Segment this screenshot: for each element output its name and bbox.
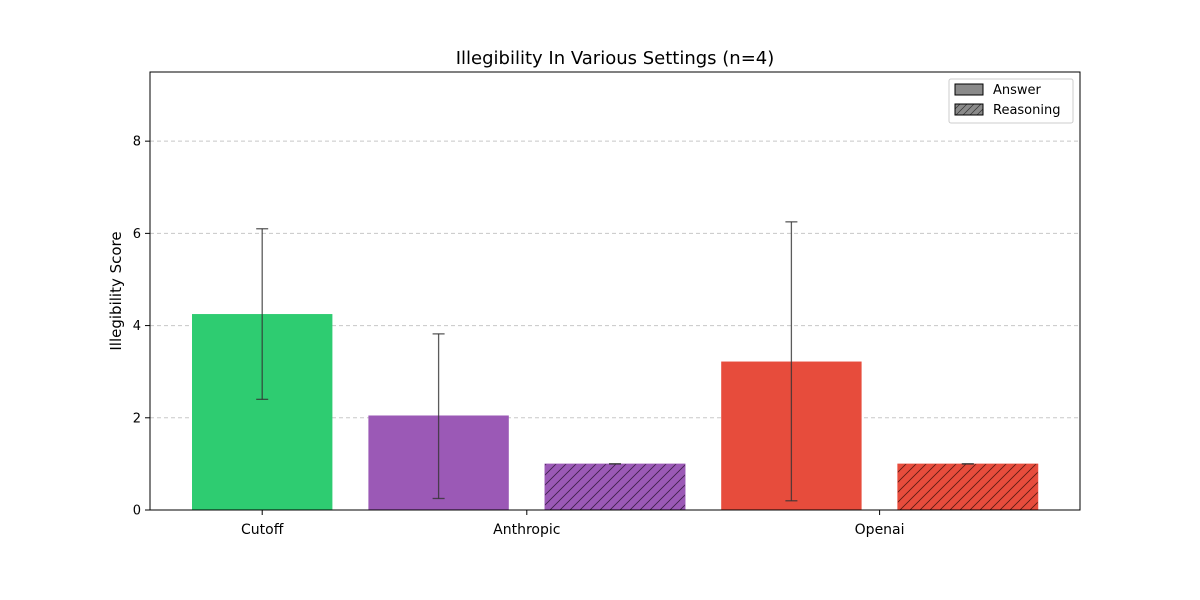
y-tick-label-6: 6 [133,227,141,242]
chart-title: Illegibility In Various Settings (n=4) [456,48,775,69]
legend-swatch-reasoning [954,103,984,116]
error-bar-openai-answer [785,221,798,502]
x-tick-label-openai: Openai [855,522,905,538]
y-tick-label-4: 4 [133,319,141,334]
y-tick-label-2: 2 [133,411,141,426]
error-bar-cutoff-answer [256,228,269,400]
legend-label-answer: Answer [993,83,1042,98]
bar-openai-reasoning [897,463,1039,511]
x-axis-ticks: Cutoff Anthropic Openai [241,510,905,538]
error-bars [256,221,974,502]
bars [192,314,1039,511]
y-tick-label-0: 0 [133,504,141,519]
y-tick-label-8: 8 [133,135,141,150]
plot-area-frame [149,71,1081,511]
legend: Answer Reasoning [948,78,1074,124]
legend-label-reasoning: Reasoning [993,103,1060,118]
y-axis-title: Illegibility Score [107,231,125,350]
legend-swatch-answer [954,83,984,96]
error-bar-anthropic-answer [432,333,445,500]
x-tick-label-cutoff: Cutoff [241,522,284,538]
x-tick-label-anthropic: Anthropic [493,522,560,538]
bar-anthropic-reasoning [544,463,686,511]
y-axis-ticks: 0 2 4 6 8 [133,135,150,519]
